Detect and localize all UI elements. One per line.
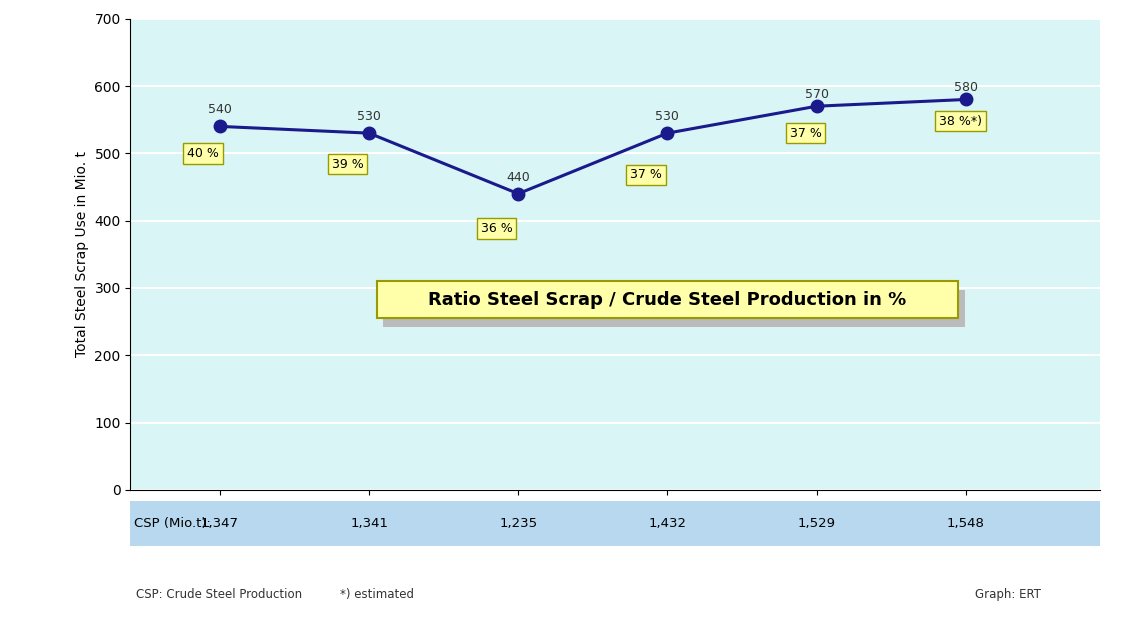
Text: Graph: ERT: Graph: ERT — [975, 588, 1041, 600]
Text: *) estimated: *) estimated — [340, 588, 414, 600]
Y-axis label: Total Steel Scrap Use in Mio. t: Total Steel Scrap Use in Mio. t — [75, 151, 88, 358]
Text: 1,235: 1,235 — [499, 517, 538, 530]
Text: 1,432: 1,432 — [649, 517, 686, 530]
Text: 1,347: 1,347 — [201, 517, 239, 530]
Text: 530: 530 — [655, 110, 679, 123]
Text: CSP: Crude Steel Production: CSP: Crude Steel Production — [136, 588, 302, 600]
Text: 570: 570 — [804, 88, 829, 101]
Text: CSP (Mio.t):: CSP (Mio.t): — [134, 517, 211, 530]
Text: 37 %: 37 % — [631, 168, 662, 182]
Text: 37 %: 37 % — [789, 127, 822, 140]
Text: 39 %: 39 % — [332, 158, 364, 170]
FancyBboxPatch shape — [383, 290, 965, 327]
Text: 580: 580 — [954, 81, 978, 94]
Text: 36 %: 36 % — [481, 222, 513, 235]
Text: 38 %*): 38 %*) — [939, 115, 982, 127]
Text: 540: 540 — [208, 104, 231, 116]
FancyBboxPatch shape — [376, 281, 958, 318]
Text: 40 %: 40 % — [187, 147, 219, 160]
Text: 1,529: 1,529 — [797, 517, 836, 530]
Text: 440: 440 — [507, 170, 530, 183]
Text: 1,341: 1,341 — [350, 517, 388, 530]
Text: 1,548: 1,548 — [947, 517, 984, 530]
Text: 530: 530 — [357, 110, 381, 123]
Text: Ratio Steel Scrap / Crude Steel Production in %: Ratio Steel Scrap / Crude Steel Producti… — [429, 291, 906, 309]
